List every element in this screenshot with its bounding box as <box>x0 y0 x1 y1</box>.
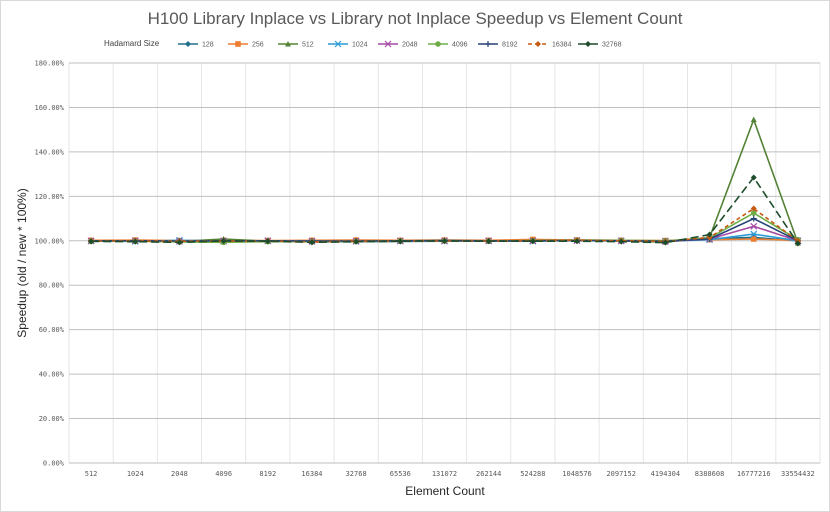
data-point <box>397 238 404 245</box>
legend-label: 4096 <box>452 42 468 49</box>
x-axis-title: Element Count <box>405 484 485 498</box>
x-tick-label: 262144 <box>476 470 501 478</box>
data-point <box>750 205 757 212</box>
x-tick-label: 16384 <box>301 470 322 478</box>
legend-title: Hadamard Size <box>104 39 160 48</box>
legend-item-32768: 32768 <box>578 41 622 49</box>
x-tick-label: 33554432 <box>781 470 815 478</box>
series-lines <box>87 116 802 247</box>
data-point <box>220 238 227 244</box>
data-point <box>185 41 191 47</box>
x-tick-label: 32768 <box>346 470 367 478</box>
data-point <box>750 236 757 242</box>
x-tick-label: 8388608 <box>695 470 725 478</box>
data-point <box>750 116 757 123</box>
x-tick-label: 131072 <box>432 470 457 478</box>
legend-label: 8192 <box>502 42 518 49</box>
data-point <box>384 40 392 48</box>
series-32768 <box>88 174 801 247</box>
y-tick-label: 180.00% <box>34 60 64 68</box>
x-tick-label: 512 <box>85 470 98 478</box>
legend-label: 256 <box>252 42 264 49</box>
data-point <box>334 40 342 48</box>
series-line <box>91 207 799 243</box>
data-point <box>308 239 315 246</box>
legend-label: 1024 <box>352 42 368 49</box>
legend-label: 512 <box>302 42 314 49</box>
data-point <box>88 238 95 245</box>
x-tick-label: 4194304 <box>651 470 681 478</box>
legend-item-512: 512 <box>278 41 314 49</box>
legend-label: 128 <box>202 42 214 49</box>
x-tick-label: 524288 <box>520 470 545 478</box>
data-point <box>585 41 591 47</box>
gridlines <box>68 62 821 464</box>
data-point <box>706 231 713 238</box>
data-point <box>485 41 491 47</box>
x-tick-label: 1024 <box>127 470 144 478</box>
legend-item-4096: 4096 <box>428 41 468 49</box>
legend-item-2048: 2048 <box>378 40 418 49</box>
legend-label: 16384 <box>552 42 572 49</box>
data-point <box>574 238 581 245</box>
data-point <box>441 238 448 244</box>
x-tick-label: 16777216 <box>737 470 771 478</box>
data-point <box>435 41 441 47</box>
x-tick-label: 8192 <box>259 470 276 478</box>
data-point <box>750 174 757 181</box>
data-point <box>285 41 291 47</box>
y-tick-label: 120.00% <box>34 193 64 201</box>
x-tick-label: 2097152 <box>606 470 636 478</box>
data-point <box>750 210 757 216</box>
legend-item-1024: 1024 <box>328 40 368 49</box>
x-tick-label: 1048576 <box>562 470 592 478</box>
series-line <box>91 176 799 244</box>
data-point <box>535 41 541 47</box>
legend-item-256: 256 <box>228 41 264 49</box>
legend: Hadamard Size 128 256 512 1024 2048 4096 8192 1… <box>104 39 622 49</box>
data-point <box>794 240 801 247</box>
data-point <box>235 41 241 47</box>
x-tick-label: 2048 <box>171 470 188 478</box>
data-point <box>353 238 360 245</box>
y-tick-label: 20.00% <box>39 415 65 423</box>
data-point <box>750 215 757 222</box>
y-tick-label: 60.00% <box>39 326 65 334</box>
data-point <box>485 238 492 245</box>
legend-item-8192: 8192 <box>478 41 518 49</box>
legend-item-16384: 16384 <box>528 41 572 49</box>
y-tick-label: 0.00% <box>43 460 65 468</box>
data-point <box>750 222 758 230</box>
x-axis-ticks: 512 1024 2048 4096 8192 16384 32768 65536 131072… <box>85 470 815 478</box>
legend-label: 32768 <box>602 42 622 49</box>
y-axis-ticks: 0.00% 20.00% 40.00% 60.00% 80.00% 100.00% 120.… <box>34 60 64 468</box>
data-point <box>618 238 625 245</box>
y-tick-label: 160.00% <box>34 104 64 112</box>
data-point <box>132 238 139 245</box>
data-point <box>750 230 758 238</box>
y-tick-label: 100.00% <box>34 237 64 245</box>
chart-title: H100 Library Inplace vs Library not Inpl… <box>148 9 683 28</box>
data-point <box>264 238 271 245</box>
x-tick-label: 4096 <box>215 470 232 478</box>
y-tick-label: 80.00% <box>39 282 65 290</box>
series-line <box>91 117 799 244</box>
y-tick-label: 40.00% <box>39 371 65 379</box>
x-tick-label: 65536 <box>390 470 411 478</box>
data-point <box>176 239 183 246</box>
legend-item-128: 128 <box>178 41 214 49</box>
data-point <box>662 239 669 246</box>
legend-label: 2048 <box>402 42 418 49</box>
series-512 <box>88 116 801 246</box>
y-axis-title: Speedup (old / new * 100%) <box>15 188 29 337</box>
data-point <box>529 238 536 245</box>
y-tick-label: 140.00% <box>34 148 64 156</box>
